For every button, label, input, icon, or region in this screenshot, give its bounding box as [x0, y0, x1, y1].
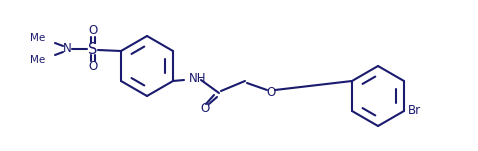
Text: N: N — [63, 42, 71, 56]
Text: Me: Me — [30, 55, 45, 65]
Text: O: O — [88, 61, 98, 74]
Text: Me: Me — [30, 33, 45, 43]
Text: O: O — [200, 103, 210, 116]
Text: S: S — [88, 42, 98, 56]
Text: NH: NH — [189, 72, 206, 85]
Text: O: O — [266, 87, 276, 100]
Text: O: O — [88, 24, 98, 37]
Text: Br: Br — [408, 104, 421, 117]
